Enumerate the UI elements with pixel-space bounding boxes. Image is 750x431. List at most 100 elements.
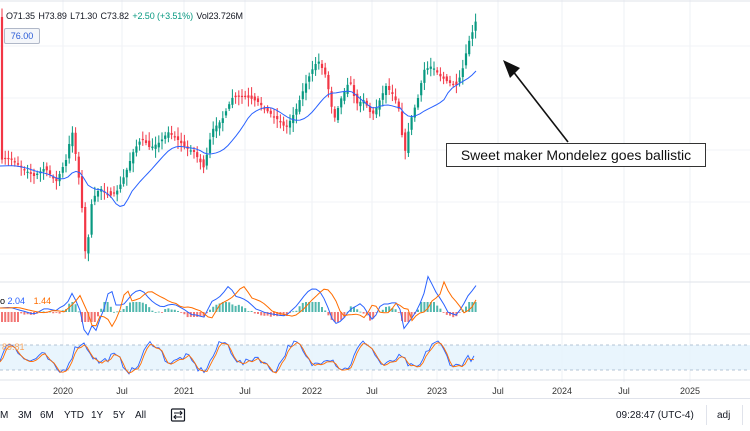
candle-body bbox=[74, 132, 77, 154]
macd-histogram-bar bbox=[145, 304, 147, 312]
macd-histogram-bar bbox=[1, 312, 3, 322]
candle-body bbox=[359, 101, 362, 107]
x-axis-label: 2022 bbox=[301, 386, 323, 396]
macd-histogram-bar bbox=[58, 312, 61, 314]
candle-body bbox=[199, 158, 202, 163]
range-button-5y[interactable]: 5Y bbox=[113, 410, 126, 421]
candle-body bbox=[448, 80, 452, 83]
x-axis-label: Jul bbox=[492, 386, 504, 396]
macd-histogram-bar bbox=[260, 312, 263, 316]
ohlc-low: L71.30 bbox=[70, 11, 98, 21]
candle-body bbox=[154, 144, 157, 149]
macd-histogram-bar bbox=[135, 302, 138, 312]
macd-histogram-bar bbox=[458, 312, 461, 313]
candle-body bbox=[77, 156, 80, 178]
macd-histogram-bar bbox=[17, 312, 19, 322]
macd-histogram-bar bbox=[298, 306, 301, 312]
macd-histogram-bar bbox=[314, 302, 317, 312]
macd-histogram-bar bbox=[180, 312, 183, 313]
candle-body bbox=[32, 173, 36, 176]
macd-histogram-bar bbox=[465, 306, 467, 312]
macd-histogram-bar bbox=[199, 312, 202, 317]
adj-toggle[interactable]: adj bbox=[717, 410, 731, 421]
macd-histogram-bar bbox=[404, 312, 407, 322]
candle-body bbox=[148, 140, 151, 147]
macd-histogram-bar bbox=[209, 309, 211, 312]
candle-body bbox=[384, 86, 388, 96]
x-axis-label: 2024 bbox=[551, 386, 573, 396]
candle-body bbox=[173, 136, 176, 138]
macd-histogram-bar bbox=[439, 308, 442, 312]
chart-area[interactable]: O71.35 H73.89 L71.30 C73.82 +2.50 (+3.51… bbox=[0, 0, 750, 398]
compare-icon[interactable] bbox=[170, 407, 186, 423]
macd-histogram-bar bbox=[337, 312, 339, 322]
candle-body bbox=[378, 100, 381, 110]
candle-body bbox=[468, 40, 471, 55]
macd-histogram-bar bbox=[138, 302, 141, 312]
candle-body bbox=[164, 135, 167, 139]
range-button-3m-b[interactable]: 3M bbox=[18, 410, 32, 421]
candle-body bbox=[400, 111, 404, 135]
candle-body bbox=[212, 128, 215, 137]
candle-body bbox=[253, 96, 256, 101]
macd-histogram-bar bbox=[49, 311, 51, 313]
candle-body bbox=[352, 85, 356, 96]
candle-body bbox=[333, 109, 336, 118]
macd-histogram-bar bbox=[186, 312, 189, 318]
macd-histogram-bar bbox=[52, 312, 55, 314]
macd-histogram-bar bbox=[263, 312, 266, 316]
macd-histogram-bar bbox=[97, 312, 99, 317]
macd-histogram-bar bbox=[301, 302, 304, 312]
candle-body bbox=[285, 125, 288, 127]
candle-body bbox=[336, 108, 340, 121]
candle-body bbox=[205, 154, 208, 166]
candle-body bbox=[320, 63, 324, 68]
macd-histogram-bar bbox=[122, 308, 125, 312]
candle-body bbox=[234, 95, 237, 98]
candle-body bbox=[410, 117, 413, 130]
candle-body bbox=[439, 73, 442, 77]
macd-histogram-bar bbox=[84, 312, 87, 322]
macd-histogram-bar bbox=[170, 309, 173, 312]
candle-body bbox=[407, 131, 410, 154]
macd-histogram-bar bbox=[468, 302, 471, 312]
macd-histogram-bar bbox=[74, 304, 77, 312]
candle-body bbox=[282, 121, 285, 126]
macd-histogram-bar bbox=[244, 308, 247, 312]
macd-histogram-bar bbox=[125, 305, 128, 312]
annotation-callout: Sweet maker Mondelez goes ballistic bbox=[446, 143, 706, 167]
range-button-1y[interactable]: 1Y bbox=[91, 410, 104, 421]
range-button-3m[interactable]: M bbox=[0, 410, 9, 421]
stoch-band bbox=[0, 345, 750, 370]
range-button-all[interactable]: All bbox=[135, 410, 147, 421]
candle-body bbox=[29, 172, 32, 174]
candle-body bbox=[432, 68, 436, 70]
candle-body bbox=[80, 176, 84, 208]
candle-body bbox=[461, 68, 464, 78]
candle-body bbox=[151, 146, 154, 149]
candle-body bbox=[176, 136, 180, 140]
candle-body bbox=[7, 157, 10, 160]
range-button-ytd[interactable]: YTD bbox=[64, 410, 84, 421]
candle-body bbox=[119, 184, 122, 190]
macd-histogram-bar bbox=[55, 312, 58, 313]
macd-histogram-bar bbox=[388, 306, 391, 312]
macd-histogram-bar bbox=[375, 312, 378, 313]
macd-histogram-bar bbox=[183, 312, 186, 315]
candle-body bbox=[58, 174, 61, 182]
macd-histogram-bar bbox=[90, 312, 93, 322]
candle-body bbox=[170, 133, 173, 135]
macd-histogram-bar bbox=[321, 307, 323, 312]
macd-histogram-bar bbox=[4, 312, 7, 322]
candle-body bbox=[346, 84, 349, 94]
macd-histogram-bar bbox=[234, 305, 237, 312]
price-badge[interactable]: 76.00 bbox=[4, 28, 40, 44]
range-button-6m[interactable]: 6M bbox=[40, 410, 54, 421]
price-chart[interactable] bbox=[0, 0, 750, 398]
macd-histogram-bar bbox=[292, 311, 295, 313]
candle-body bbox=[125, 169, 128, 178]
candle-body bbox=[343, 91, 346, 101]
macd-histogram-bar bbox=[221, 302, 224, 312]
candle-body bbox=[404, 132, 407, 151]
candle-body bbox=[180, 140, 183, 144]
